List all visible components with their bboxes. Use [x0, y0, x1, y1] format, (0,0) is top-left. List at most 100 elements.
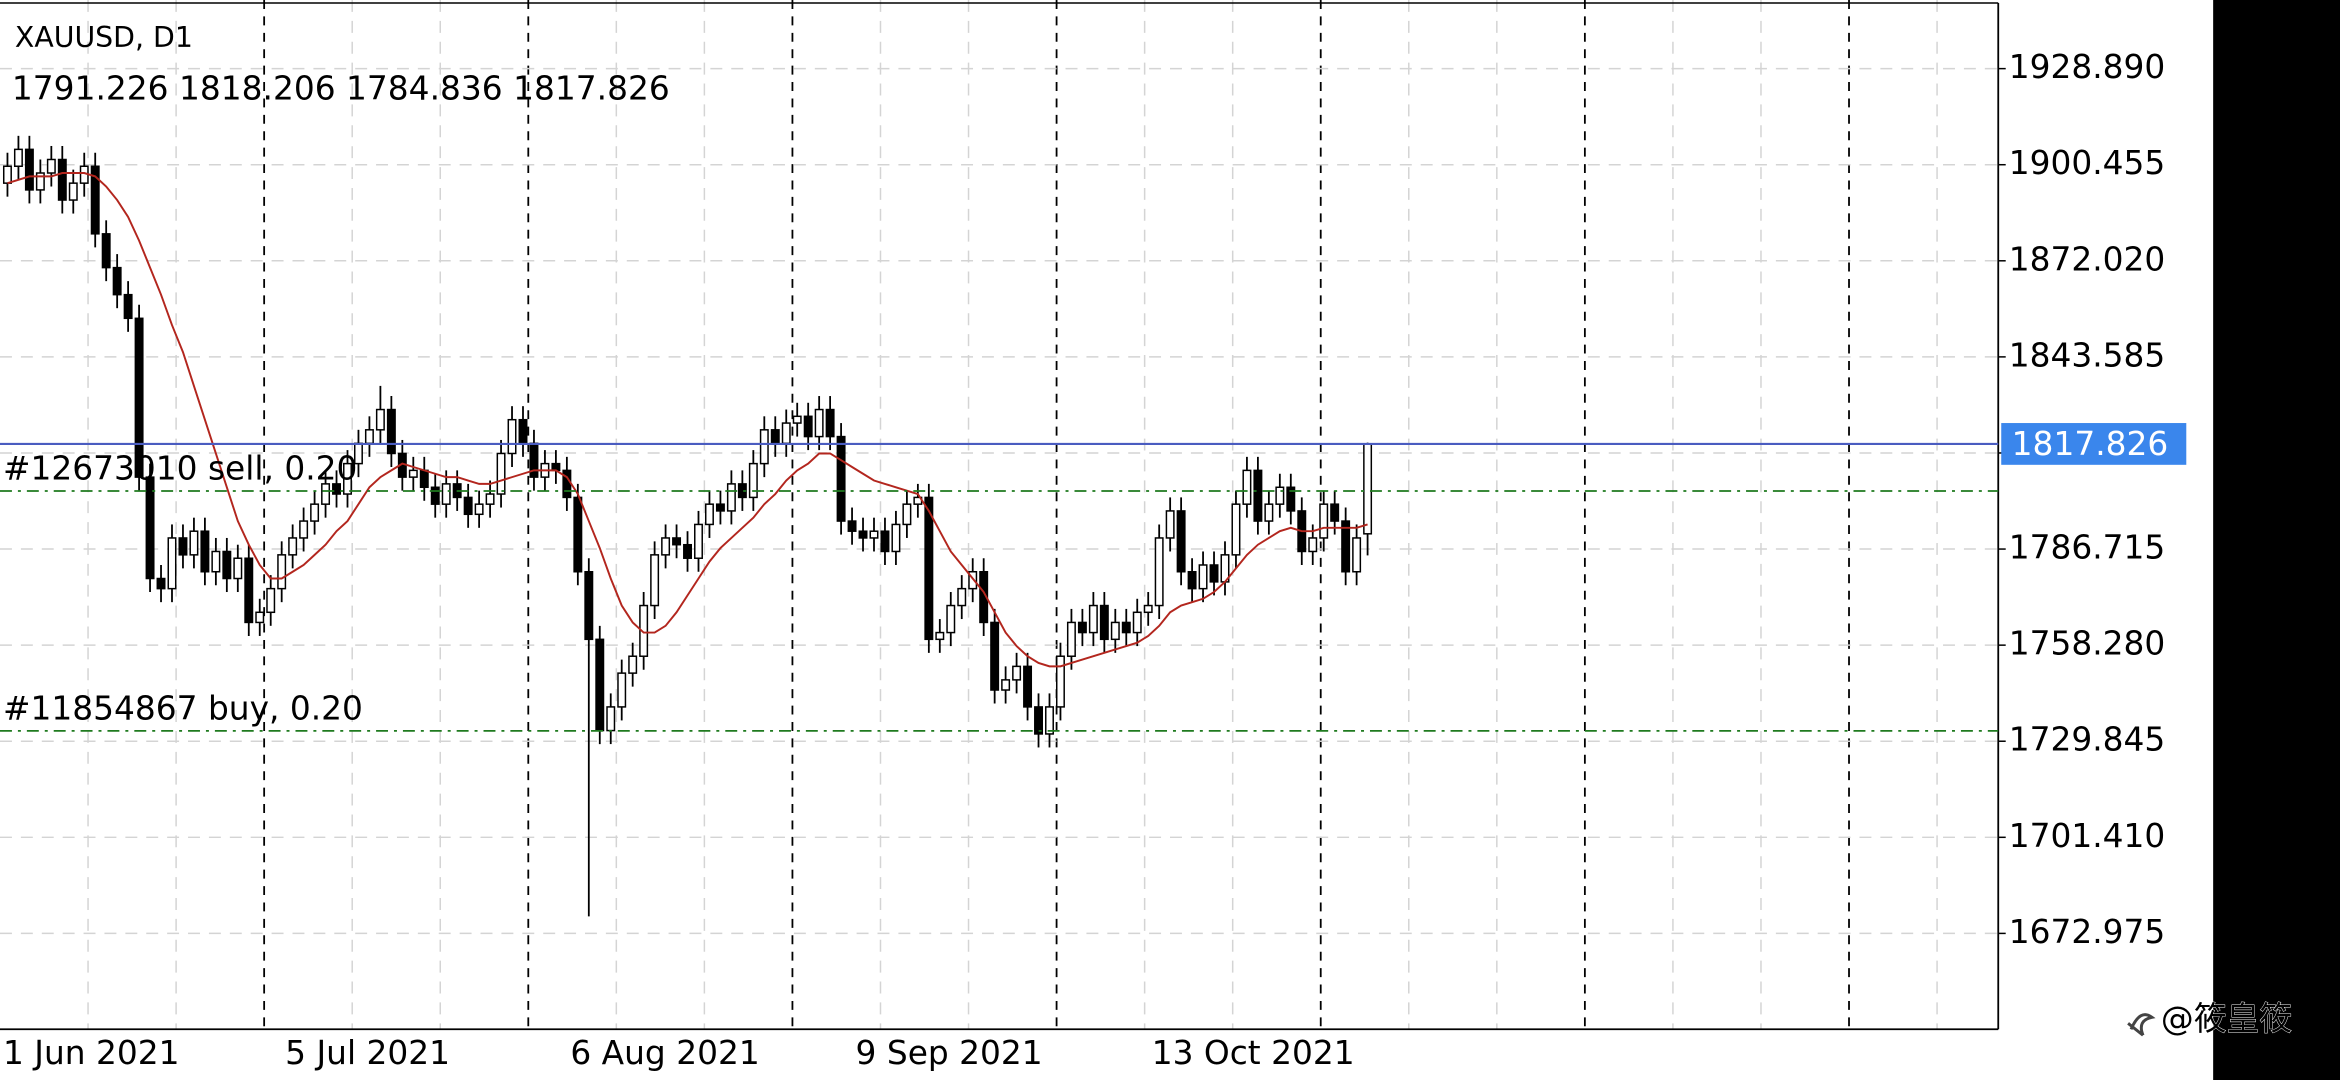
- candle-body: [310, 503, 320, 522]
- candle-body: [1143, 604, 1153, 614]
- candle-body: [990, 621, 1000, 691]
- candle-body: [222, 550, 232, 580]
- candle-body: [726, 483, 736, 512]
- candle-body: [803, 415, 813, 438]
- grid: [0, 0, 1999, 1030]
- candle-body: [1231, 503, 1241, 556]
- candle-body: [1286, 486, 1296, 512]
- candle-body: [661, 537, 671, 556]
- candle-body: [288, 537, 298, 556]
- candle-body: [683, 543, 693, 559]
- candle-body: [134, 317, 144, 478]
- overlay: 1928.8901900.4551872.0201843.5851815.150…: [0, 48, 2187, 1072]
- open-value: 1791.226: [12, 69, 169, 107]
- x-tick-label: 9 Sep 2021: [856, 1034, 1043, 1072]
- plot: [2, 135, 1373, 917]
- candle-body: [266, 587, 276, 614]
- candle-body: [35, 172, 45, 191]
- y-tick-label: 1843.585: [2009, 336, 2166, 374]
- candle-body: [90, 165, 100, 235]
- candle-body: [1198, 564, 1208, 590]
- watermark: @筱皇筱: [2161, 1000, 2292, 1038]
- price-label: 1817.826: [2012, 425, 2169, 463]
- candle-body: [364, 429, 374, 445]
- candle-body: [1110, 621, 1120, 641]
- candle-body: [672, 537, 682, 546]
- candle-body: [957, 587, 967, 607]
- candle-body: [233, 557, 243, 580]
- candle-body: [792, 415, 802, 424]
- candle-body: [1088, 604, 1098, 634]
- candle-body: [321, 483, 331, 505]
- candle-body: [814, 408, 824, 438]
- candle-body: [200, 530, 210, 573]
- candle-body: [244, 557, 254, 624]
- candle-body: [748, 462, 758, 499]
- x-tick-label: 1 Jun 2021: [3, 1034, 180, 1072]
- candle-body: [891, 523, 901, 553]
- moving-average: [7, 172, 1368, 668]
- candle-body: [1330, 503, 1340, 522]
- side-strip: [2213, 0, 2340, 1080]
- y-tick-label: 1672.975: [2009, 913, 2166, 951]
- candle-body: [277, 554, 287, 590]
- candle-body: [694, 523, 703, 559]
- candle-body: [1121, 621, 1131, 634]
- candle-body: [485, 493, 495, 505]
- candle-body: [1319, 503, 1329, 539]
- candle-body: [1253, 469, 1263, 522]
- candle-body: [1066, 621, 1076, 657]
- candle-body: [617, 672, 627, 708]
- y-tick-label: 1701.410: [2009, 817, 2166, 855]
- order-label: #12673010 sell, 0.20: [3, 450, 357, 488]
- candle-body: [112, 266, 122, 296]
- ohlc-readout: 1791.226 1818.206 1784.836 1817.826: [12, 69, 670, 107]
- candle-body: [1275, 486, 1285, 505]
- candle-body: [211, 550, 221, 573]
- x-tick-label: 6 Aug 2021: [570, 1034, 759, 1072]
- candle-body: [858, 530, 868, 539]
- candle-body: [1099, 604, 1109, 641]
- candle-body: [375, 408, 385, 431]
- high-value: 1818.206: [179, 69, 336, 107]
- candle-body: [408, 469, 418, 478]
- price-label-box: [2001, 423, 2187, 465]
- candle-body: [156, 577, 166, 590]
- y-tick-label: 1758.280: [2009, 625, 2166, 663]
- candle-body: [595, 638, 605, 732]
- candle-body: [606, 706, 616, 732]
- y-tick-label: 1729.845: [2009, 721, 2166, 759]
- candle-body: [145, 476, 155, 580]
- candle-body: [441, 483, 451, 505]
- x-tick-label: 5 Jul 2021: [285, 1034, 450, 1072]
- candle-body: [101, 233, 111, 269]
- candle-body: [836, 435, 846, 522]
- y-tick-label: 1872.020: [2009, 240, 2166, 278]
- candle-body: [704, 503, 714, 526]
- candle-body: [1045, 706, 1054, 735]
- candle-body: [946, 604, 956, 634]
- candle-body: [1209, 564, 1219, 583]
- candle-body: [584, 571, 594, 641]
- watermark-icon: [2127, 1013, 2156, 1037]
- candle-body: [518, 418, 528, 445]
- candle-body: [1363, 443, 1373, 535]
- candle-body: [1012, 665, 1022, 681]
- candle-body: [46, 158, 56, 174]
- candle-body: [551, 462, 561, 472]
- candle-body: [1341, 520, 1351, 573]
- candle-body: [759, 429, 769, 465]
- candle-body: [628, 655, 638, 674]
- candle-body: [123, 293, 133, 320]
- candle-body: [781, 422, 791, 445]
- order-label: #11854867 buy, 0.20: [3, 690, 363, 728]
- candle-body: [343, 462, 352, 495]
- candle-body: [332, 483, 342, 495]
- candle-body: [639, 604, 649, 657]
- candle-body: [189, 530, 199, 556]
- candle-body: [463, 496, 473, 516]
- candle-body: [715, 503, 725, 512]
- candle-body: [1077, 621, 1087, 634]
- candle-body: [1242, 469, 1252, 505]
